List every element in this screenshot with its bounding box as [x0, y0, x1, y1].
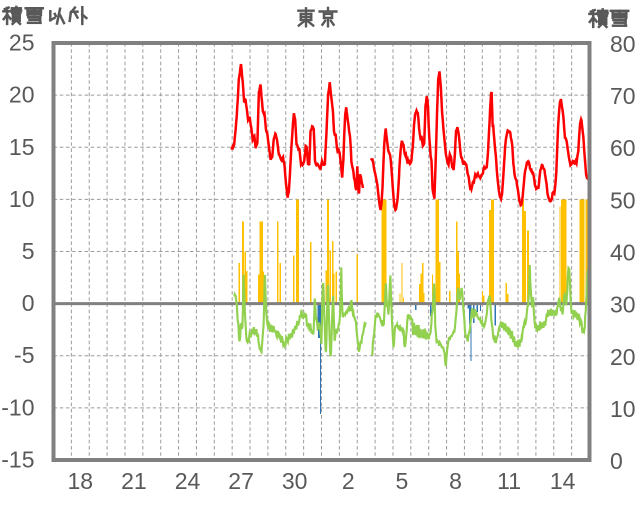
svg-text:5: 5 — [22, 238, 35, 264]
svg-text:11: 11 — [497, 468, 521, 494]
svg-text:40: 40 — [610, 240, 636, 266]
svg-text:0: 0 — [22, 290, 35, 316]
svg-text:18: 18 — [68, 468, 94, 494]
svg-text:27: 27 — [228, 468, 254, 494]
svg-text:70: 70 — [610, 83, 636, 109]
svg-text:2: 2 — [342, 468, 355, 494]
svg-text:10: 10 — [610, 396, 636, 422]
svg-text:60: 60 — [610, 135, 636, 161]
svg-text:10: 10 — [9, 186, 35, 212]
svg-text:14: 14 — [550, 468, 576, 494]
svg-text:-10: -10 — [1, 394, 34, 420]
svg-text:8: 8 — [449, 468, 462, 494]
svg-text:5: 5 — [396, 468, 409, 494]
svg-text:-15: -15 — [1, 447, 34, 473]
svg-text:24: 24 — [175, 468, 201, 494]
svg-text:15: 15 — [9, 134, 35, 160]
svg-text:30: 30 — [282, 468, 308, 494]
svg-text:50: 50 — [610, 187, 636, 213]
svg-text:20: 20 — [610, 344, 636, 370]
svg-text:80: 80 — [610, 31, 636, 57]
svg-text:0: 0 — [610, 448, 623, 474]
svg-text:21: 21 — [121, 468, 147, 494]
svg-text:-5: -5 — [14, 342, 34, 368]
svg-text:30: 30 — [610, 292, 636, 318]
svg-text:20: 20 — [9, 82, 35, 108]
svg-text:25: 25 — [9, 30, 35, 56]
